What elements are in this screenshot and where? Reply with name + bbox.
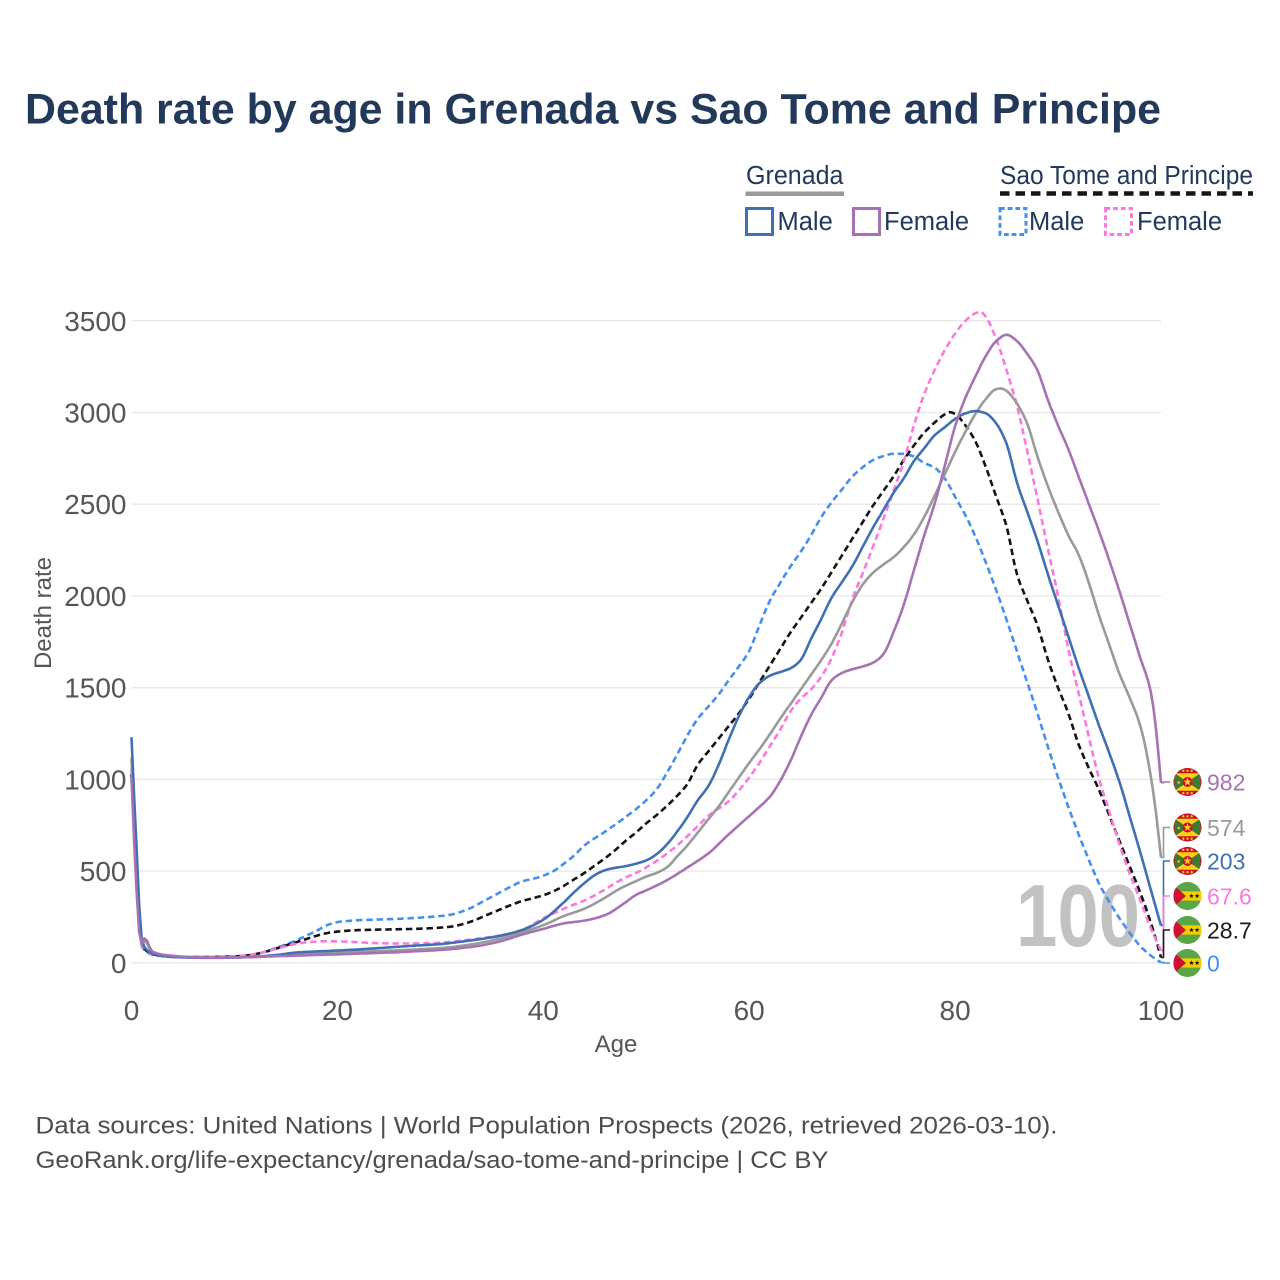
svg-text:Grenada: Grenada [746, 162, 844, 190]
svg-text:Female: Female [884, 208, 969, 236]
svg-text:Death rate: Death rate [30, 557, 57, 669]
svg-text:2500: 2500 [64, 489, 126, 520]
svg-text:982: 982 [1207, 770, 1245, 796]
svg-text:Male: Male [778, 208, 833, 236]
svg-text:574: 574 [1207, 815, 1246, 841]
svg-text:Male: Male [1029, 208, 1084, 236]
svg-text:0: 0 [124, 995, 140, 1026]
svg-text:Female: Female [1137, 208, 1222, 236]
svg-text:Data sources: United Nations |: Data sources: United Nations | World Pop… [36, 1113, 1058, 1140]
svg-text:1000: 1000 [64, 764, 126, 795]
svg-text:60: 60 [734, 995, 765, 1026]
svg-text:GeoRank.org/life-expectancy/gr: GeoRank.org/life-expectancy/grenada/sao-… [36, 1147, 829, 1174]
svg-text:500: 500 [80, 856, 127, 887]
svg-text:40: 40 [528, 995, 559, 1026]
svg-text:67.6: 67.6 [1207, 884, 1252, 910]
svg-text:0: 0 [111, 948, 127, 979]
svg-text:80: 80 [940, 995, 971, 1026]
svg-text:3500: 3500 [64, 306, 126, 337]
svg-text:Age: Age [595, 1031, 638, 1058]
svg-text:203: 203 [1207, 849, 1245, 875]
svg-text:2000: 2000 [64, 581, 126, 612]
svg-text:20: 20 [322, 995, 353, 1026]
svg-text:1500: 1500 [64, 673, 126, 704]
svg-text:3000: 3000 [64, 398, 126, 429]
svg-text:100: 100 [1016, 866, 1140, 965]
svg-text:Death rate by age in Grenada v: Death rate by age in Grenada vs Sao Tome… [25, 86, 1161, 134]
svg-text:28.7: 28.7 [1207, 918, 1252, 944]
svg-text:Sao Tome and Principe: Sao Tome and Principe [1000, 162, 1253, 190]
svg-text:0: 0 [1207, 951, 1220, 977]
svg-text:100: 100 [1138, 995, 1185, 1026]
